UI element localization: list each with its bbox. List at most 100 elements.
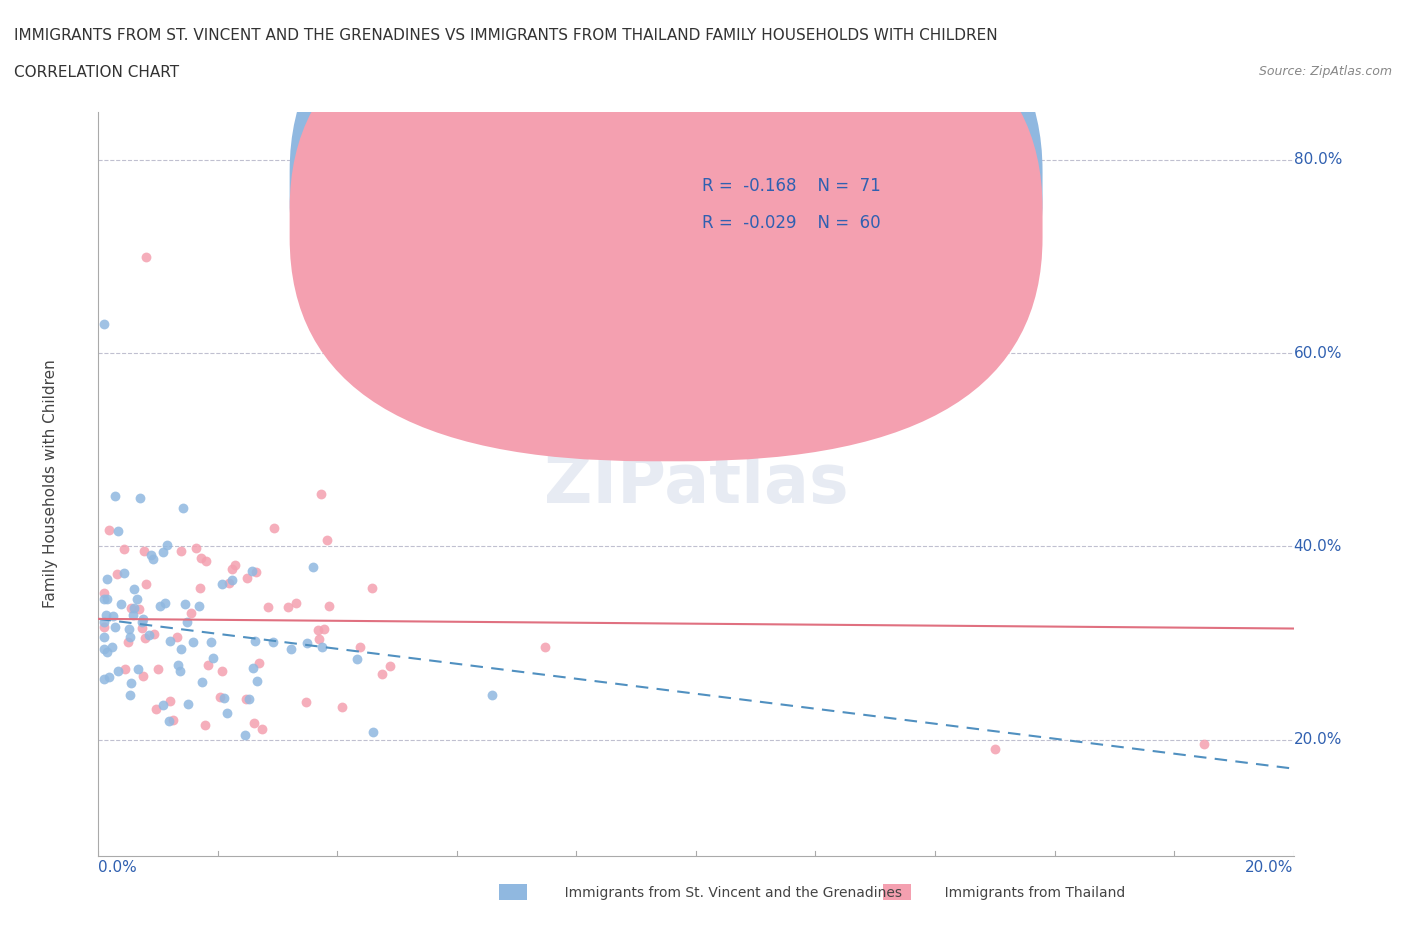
Point — [243, 715, 266, 730]
Point — [159, 634, 181, 649]
Point — [307, 622, 329, 637]
Point — [247, 656, 270, 671]
Point — [245, 565, 267, 579]
Point — [149, 599, 172, 614]
Point — [215, 706, 238, 721]
Text: IMMIGRANTS FROM ST. VINCENT AND THE GRENADINES VS IMMIGRANTS FROM THAILAND FAMIL: IMMIGRANTS FROM ST. VINCENT AND THE GREN… — [14, 28, 998, 43]
Point — [134, 543, 156, 558]
Point — [134, 631, 156, 645]
Point — [96, 572, 118, 587]
Point — [167, 658, 190, 672]
Point — [277, 599, 299, 614]
Text: R =  -0.168    N =  71: R = -0.168 N = 71 — [702, 177, 880, 195]
Point — [308, 631, 330, 646]
Point — [120, 600, 142, 615]
Point — [152, 544, 174, 559]
Point — [118, 622, 141, 637]
Point — [170, 642, 193, 657]
Point — [127, 661, 149, 676]
Point — [245, 634, 267, 649]
Point — [481, 688, 503, 703]
Point — [107, 663, 129, 678]
Point — [93, 591, 115, 606]
Point — [202, 651, 225, 666]
Point — [262, 634, 284, 649]
Point — [221, 573, 243, 588]
Point — [458, 404, 481, 418]
Point — [124, 601, 146, 616]
FancyBboxPatch shape — [290, 0, 1043, 461]
Point — [120, 676, 142, 691]
Point — [112, 541, 135, 556]
Point — [93, 630, 115, 644]
Point — [128, 601, 150, 616]
Point — [200, 634, 222, 649]
Point — [302, 560, 325, 575]
Point — [170, 544, 193, 559]
Point — [145, 701, 167, 716]
Point — [107, 524, 129, 538]
Point — [118, 687, 141, 702]
Text: Source: ZipAtlas.com: Source: ZipAtlas.com — [1258, 65, 1392, 78]
Point — [257, 600, 280, 615]
Point — [93, 641, 115, 656]
Text: 0.0%: 0.0% — [98, 860, 138, 875]
Point — [127, 591, 149, 606]
Point — [93, 671, 115, 686]
Point — [236, 570, 259, 585]
Point — [295, 695, 318, 710]
Text: Immigrants from Thailand: Immigrants from Thailand — [914, 885, 1125, 900]
Point — [173, 597, 195, 612]
Point — [142, 551, 165, 566]
Point — [120, 630, 142, 644]
Point — [311, 640, 333, 655]
Point — [187, 599, 209, 614]
Text: Family Households with Children: Family Households with Children — [44, 359, 58, 608]
Point — [235, 691, 257, 706]
Text: 80.0%: 80.0% — [1294, 153, 1341, 167]
Point — [191, 674, 214, 689]
Point — [112, 565, 135, 580]
Point — [169, 664, 191, 679]
Text: R =  -0.029    N =  60: R = -0.029 N = 60 — [702, 214, 880, 232]
Text: CORRELATION CHART: CORRELATION CHART — [14, 65, 179, 80]
Point — [122, 608, 145, 623]
Point — [312, 621, 335, 636]
Point — [221, 562, 243, 577]
Point — [177, 697, 200, 711]
Point — [211, 576, 233, 591]
Point — [197, 658, 219, 672]
Point — [194, 718, 217, 733]
Point — [93, 317, 115, 332]
Point — [156, 538, 179, 553]
Point — [110, 596, 132, 611]
Point — [315, 533, 337, 548]
Text: 20.0%: 20.0% — [1294, 732, 1341, 747]
Point — [371, 667, 394, 682]
Point — [129, 490, 152, 505]
Point — [103, 620, 125, 635]
Point — [97, 523, 120, 538]
Point — [93, 615, 115, 630]
Point — [96, 591, 118, 606]
Point — [361, 724, 384, 739]
Point — [93, 619, 115, 634]
Point — [153, 595, 176, 610]
Point — [135, 249, 157, 264]
FancyBboxPatch shape — [637, 164, 995, 268]
Point — [152, 698, 174, 712]
Point — [214, 690, 236, 705]
Point — [131, 615, 153, 630]
Point — [218, 576, 240, 591]
Point — [285, 595, 308, 610]
Point — [138, 628, 160, 643]
Point — [122, 581, 145, 596]
Text: Immigrants from St. Vincent and the Grenadines: Immigrants from St. Vincent and the Gren… — [534, 885, 903, 900]
Point — [146, 661, 169, 676]
Point — [132, 612, 155, 627]
FancyBboxPatch shape — [290, 0, 1043, 424]
Point — [250, 722, 273, 737]
Point — [318, 599, 340, 614]
Point — [166, 630, 188, 644]
Point — [263, 521, 285, 536]
